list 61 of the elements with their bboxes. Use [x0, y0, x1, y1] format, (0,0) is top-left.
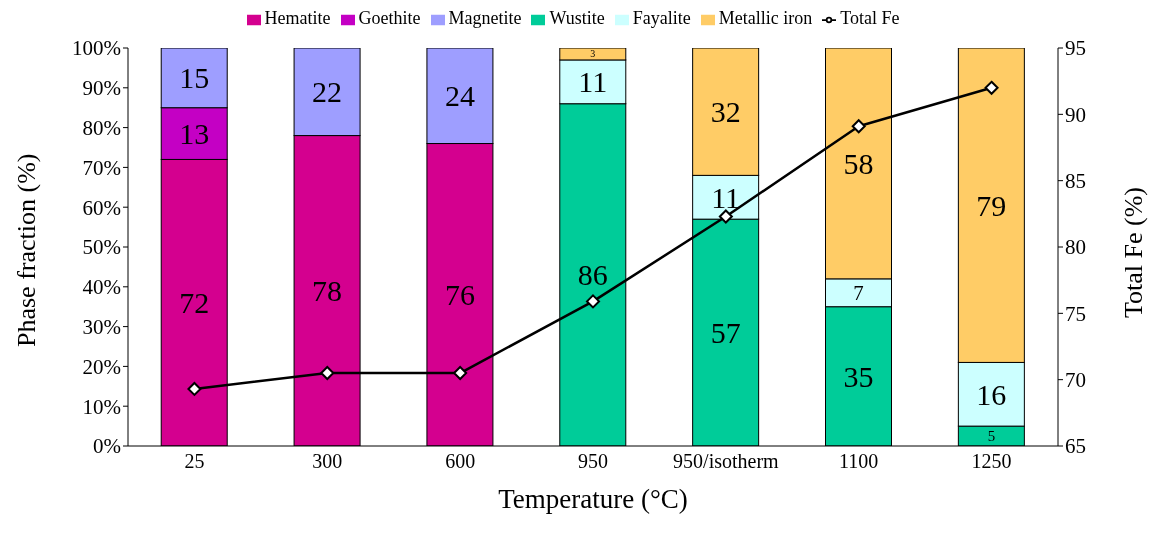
- data-label: 79: [976, 188, 1007, 222]
- y2-tick-label: 95: [1065, 36, 1086, 61]
- legend-label: Total Fe: [840, 8, 900, 28]
- point: [320, 366, 335, 381]
- y2-tick-label: 70: [1065, 368, 1086, 393]
- x-tick-label: 1250: [971, 450, 1012, 473]
- data-label: 11: [578, 65, 608, 99]
- y2-tick-label: 65: [1065, 434, 1086, 459]
- y-tick-label: 90%: [82, 76, 121, 101]
- y-tick-label: 100%: [72, 36, 121, 61]
- x-tick-label: 300: [312, 450, 343, 473]
- data-label: 24: [444, 79, 475, 113]
- point: [851, 119, 866, 134]
- y-tick-label: 20%: [82, 354, 121, 379]
- x-axis-title: Temperature (°C): [498, 484, 688, 514]
- data-label: 7: [853, 280, 864, 305]
- y2-tick-label: 75: [1065, 301, 1086, 326]
- y2-tick-label: 90: [1065, 102, 1086, 127]
- x-tick-label: 950: [578, 450, 608, 473]
- legend-label: Goethite: [358, 8, 421, 28]
- y-tick-label: 80%: [82, 116, 121, 141]
- legend-label: Hematite: [264, 8, 331, 28]
- y-tick-label: 10%: [82, 394, 121, 419]
- y-tick-label: 30%: [82, 315, 121, 340]
- legend-label: Wustite: [549, 8, 605, 28]
- legend-label: Fayalite: [632, 8, 691, 28]
- point: [453, 366, 468, 381]
- data-label: 72: [179, 286, 210, 320]
- data-label: 58: [843, 146, 874, 180]
- x-tick-label: 25: [184, 450, 205, 473]
- y2-tick-label: 80: [1065, 235, 1086, 260]
- data-label: 35: [843, 359, 874, 393]
- data-label: 11: [711, 180, 741, 214]
- point: [586, 294, 600, 309]
- y-axis-title: Phase fraction (%): [12, 153, 42, 347]
- data-label: 86: [577, 258, 608, 292]
- y2-axis-title: Total Fe (%): [1119, 187, 1149, 319]
- data-label: 13: [179, 117, 210, 151]
- point: [187, 381, 202, 396]
- data-label: 76: [444, 278, 475, 312]
- y-tick-label: 40%: [82, 275, 121, 300]
- x-tick-label: 950/isotherm: [673, 450, 780, 473]
- legend-label: Magnetite: [448, 8, 522, 28]
- data-label: 22: [312, 75, 343, 109]
- y-tick-label: 0%: [93, 434, 121, 459]
- x-tick-label: 600: [445, 450, 476, 473]
- data-label: 3: [590, 48, 596, 60]
- legend-label: Metallic iron: [718, 8, 813, 28]
- x-tick-label: 1100: [839, 450, 879, 473]
- point: [984, 80, 999, 95]
- point: [718, 209, 733, 224]
- data-label: 16: [976, 377, 1007, 411]
- y-tick-label: 50%: [82, 235, 121, 260]
- data-label: 5: [987, 428, 996, 445]
- data-label: 32: [710, 95, 741, 129]
- y-tick-label: 60%: [82, 195, 121, 220]
- y-tick-label: 70%: [82, 155, 121, 180]
- data-label: 15: [179, 61, 210, 95]
- y2-tick-label: 85: [1065, 169, 1086, 194]
- data-label: 78: [312, 274, 343, 308]
- data-label: 57: [710, 316, 741, 350]
